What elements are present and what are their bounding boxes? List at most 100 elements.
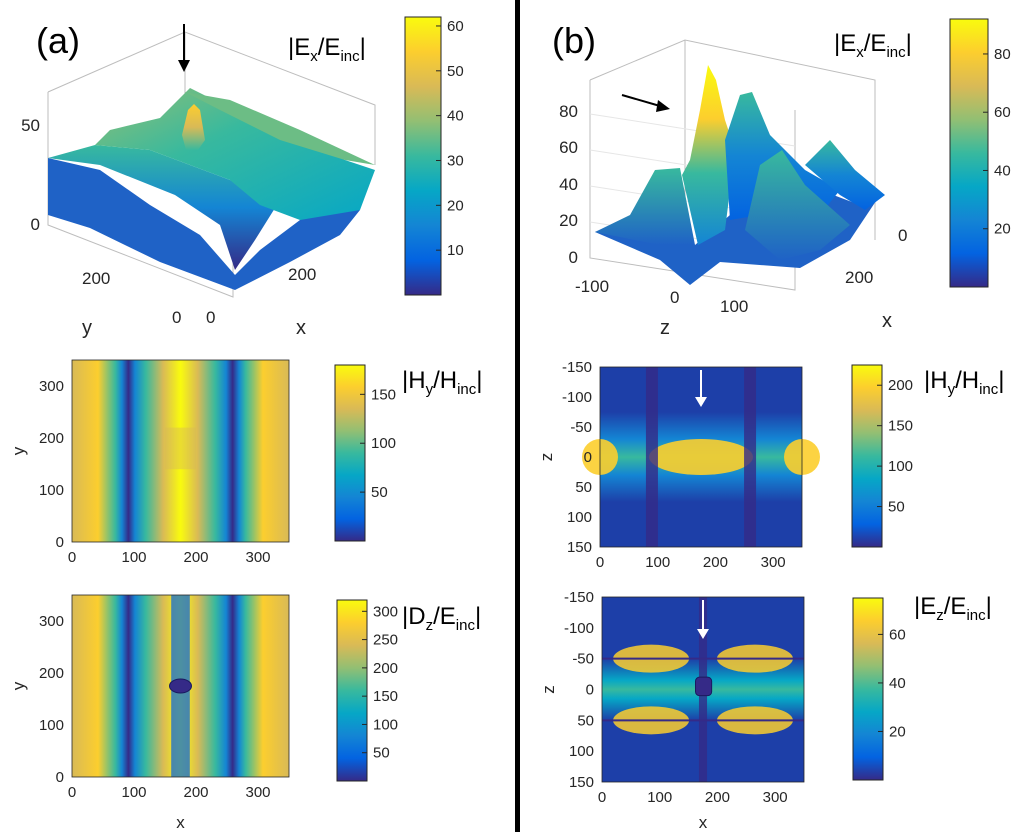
surface-a-ticks: 50 0 200 0 0 200 y x <box>21 116 316 339</box>
heatmap-ytick: -150 <box>564 589 594 606</box>
heatmap-ytick: 50 <box>575 479 592 496</box>
colorbar-tick-label: 200 <box>888 377 913 394</box>
heatmap-xtick: 100 <box>647 789 672 806</box>
surface-b-mesh <box>595 65 885 285</box>
heatmap-ytick: 200 <box>39 665 64 682</box>
colorbar-tick-label: 80 <box>994 46 1011 63</box>
surface-a-mesh <box>48 88 375 290</box>
heatmap-a-hy: 0 100 200 300 0 100 200 300 y |Hy/Hinc| 50 100 150 <box>0 345 515 585</box>
heatmap-xtick: 0 <box>596 554 604 571</box>
heatmap-a-hy-svg: 0 100 200 300 0 100 200 300 y <box>9 359 290 566</box>
panel-divider <box>515 0 520 832</box>
cb-title-a-dz: |Dz/Einc| <box>402 603 482 634</box>
heatmap-xtick: 200 <box>703 554 728 571</box>
a3d-ytick-1: 0 <box>172 308 181 327</box>
colorbar-tick-label: 300 <box>373 603 398 620</box>
heatmap-b-hy-svg: 0 100 200 300 -150 -100 -50 0 50 100 150 z <box>537 359 820 571</box>
panel-label-a: (a) <box>36 20 80 61</box>
heatmap-axes-box <box>601 596 805 783</box>
colorbar-tick-label: 250 <box>373 632 398 649</box>
colorbar-a-surface: 10 20 30 40 50 60 <box>404 16 464 296</box>
heatmap-dark-line <box>645 367 658 547</box>
colorbar-tick-label: 40 <box>889 675 906 692</box>
colorbar-tick-label: 20 <box>889 723 906 740</box>
heatmap-ytick: -150 <box>562 359 592 376</box>
a3d-ytick-0: 200 <box>82 269 110 288</box>
heatmap-ytick: 100 <box>39 717 64 734</box>
heatmap-ytick: 100 <box>39 482 64 499</box>
heatmap-ytick: -100 <box>564 620 594 637</box>
heatmap-ytick: 100 <box>569 743 594 760</box>
colorbar-tick-label: 40 <box>447 108 464 125</box>
heatmap-a-dz-svg: 0 100 200 300 0 100 200 300 y x <box>9 594 290 832</box>
heatmap-ytick: 100 <box>567 509 592 526</box>
heatmap-b-ez-svg: 0 100 200 300 -150 -100 -50 0 50 100 150 z x <box>539 589 805 832</box>
heatmap-xtick: 300 <box>763 789 788 806</box>
a3d-ztick-0: 50 <box>21 116 40 135</box>
heatmap-ytick: 200 <box>39 430 64 447</box>
colorbar-tick-label: 10 <box>447 242 464 259</box>
surface-plot-a: 50 0 200 0 0 200 y x |Ex/Einc| 10 20 30 40 5… <box>0 0 515 345</box>
a3d-xtick-0: 0 <box>206 308 215 327</box>
cb-title-a-surface: |Ex/Einc| <box>288 34 366 65</box>
colorbar-a-hy: 50 100 150 <box>334 364 396 542</box>
heatmap-ytick: -100 <box>562 389 592 406</box>
surface-a-svg: 50 0 200 0 0 200 y x <box>21 24 376 339</box>
arrow-a <box>178 24 190 72</box>
heatmap-ytick: -50 <box>572 651 594 668</box>
heatmap-axes-box <box>71 359 290 543</box>
b3d-ytick-0: -100 <box>575 277 609 296</box>
b3d-ztick-4: 80 <box>559 102 578 121</box>
heatmap-ytick: -50 <box>570 419 592 436</box>
heatmap-hotspot <box>649 439 753 475</box>
heatmap-ylabel: z <box>537 453 556 462</box>
b3d-xlabel: x <box>882 310 892 332</box>
colorbar-b-hy: 50 100 150 200 <box>851 364 913 548</box>
colorbar-tick-label: 150 <box>371 386 396 403</box>
b3d-ztick-1: 20 <box>559 211 578 230</box>
a3d-ztick-1: 0 <box>31 215 40 234</box>
colorbar-tick-label: 50 <box>373 745 390 762</box>
b3d-ztick-0: 0 <box>569 248 578 267</box>
heatmap-b-ez: 0 100 200 300 -150 -100 -50 0 50 100 150 z x |Ez/Ein… <box>520 585 1031 832</box>
colorbar-gradient <box>336 599 368 782</box>
heatmap-center-feature <box>694 676 713 697</box>
heatmap-ylabel: y <box>9 446 28 455</box>
colorbar-tick-label: 20 <box>447 197 464 214</box>
heatmap-field <box>72 360 289 542</box>
heatmap-xtick: 300 <box>245 784 270 801</box>
heatmap-axes-box <box>599 366 803 548</box>
colorbar-a-dz: 50 100 150 200 250 300 <box>336 599 398 782</box>
heatmap-xtick: 0 <box>598 789 606 806</box>
a3d-ylabel: y <box>82 317 92 339</box>
colorbar-tick-label: 20 <box>994 221 1011 238</box>
colorbar-tick-label: 30 <box>447 152 464 169</box>
colorbar-tick-label: 50 <box>447 63 464 80</box>
heatmap-ylabel: y <box>9 681 28 690</box>
colorbar-tick-label: 60 <box>994 104 1011 121</box>
heatmap-ytick: 0 <box>584 449 592 466</box>
colorbar-tick-label: 100 <box>373 716 398 733</box>
heatmap-ytick: 300 <box>39 378 64 395</box>
heatmap-xtick: 0 <box>68 549 76 566</box>
colorbar-gradient <box>852 597 884 781</box>
heatmap-xtick: 100 <box>121 784 146 801</box>
heatmap-xlabel: x <box>176 813 185 832</box>
colorbar-gradient <box>949 18 989 288</box>
colorbar-gradient <box>404 16 442 296</box>
heatmap-xtick: 300 <box>245 549 270 566</box>
b3d-xtick-0: 0 <box>898 226 907 245</box>
cb-title-b-surface: |Ex/Einc| <box>834 30 912 61</box>
heatmap-xtick: 100 <box>121 549 146 566</box>
colorbar-tick-label: 50 <box>371 484 388 501</box>
colorbar-gradient <box>334 364 366 542</box>
b3d-ylabel: z <box>660 317 670 339</box>
white-arrow-head <box>695 397 707 407</box>
heatmap-xtick: 200 <box>183 549 208 566</box>
heatmap-dark-line <box>744 367 757 547</box>
cb-title-a-hy: |Hy/Hinc| <box>402 367 483 398</box>
heatmap-xtick: 200 <box>183 784 208 801</box>
heatmap-xtick: 300 <box>761 554 786 571</box>
heatmap-ytick: 0 <box>56 534 64 551</box>
colorbar-tick-label: 200 <box>373 660 398 677</box>
